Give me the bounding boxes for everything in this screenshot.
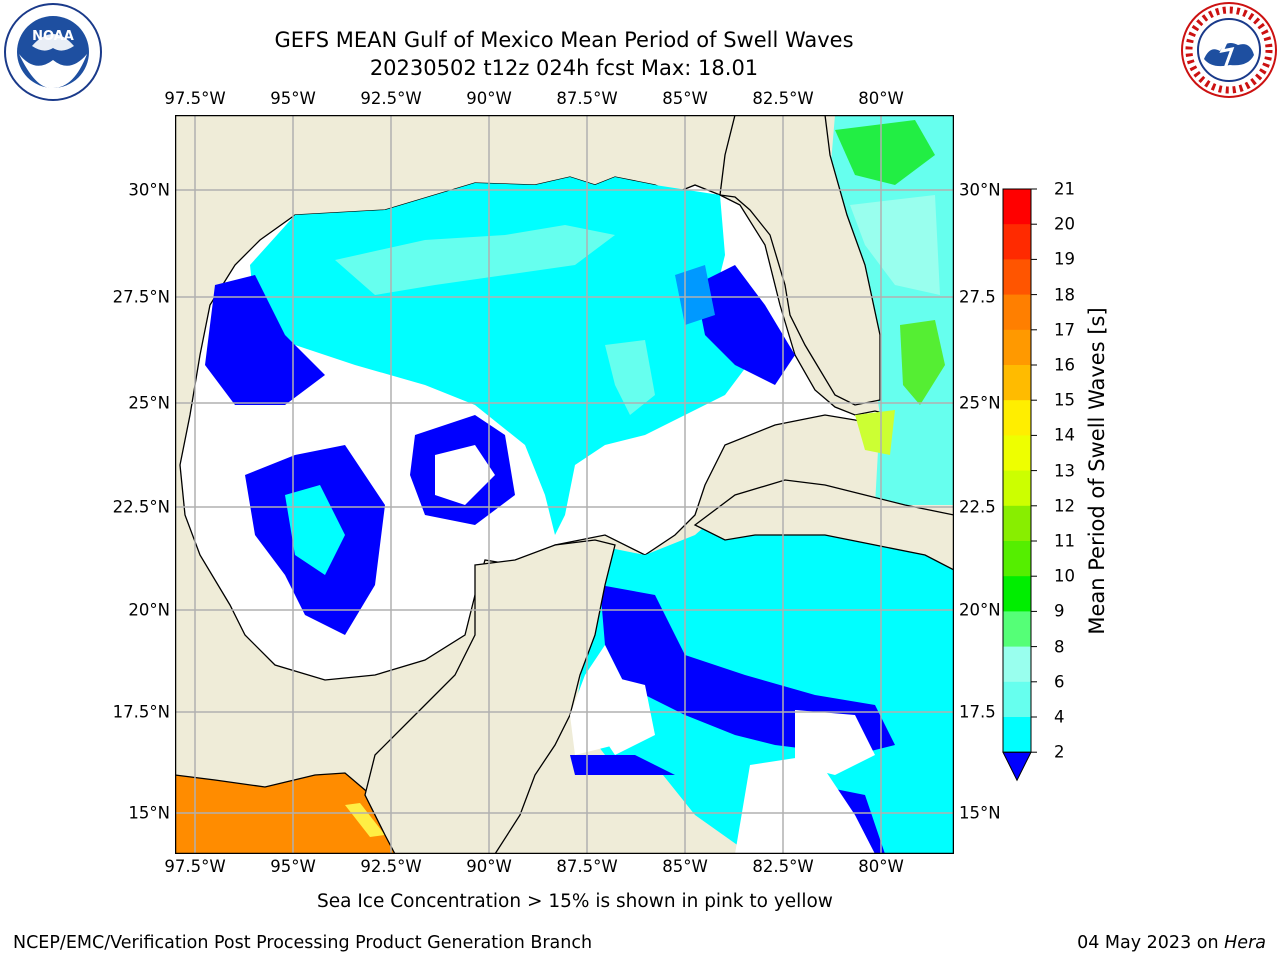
colorbar-segment [1003,294,1031,331]
lon-tick-top: 90°W [466,89,512,108]
colorbar-segment [1003,189,1031,225]
lon-tick-bottom: 87.5°W [556,857,618,876]
sea-ice-note: Sea Ice Concentration > 15% is shown in … [317,891,833,912]
colorbar-segment [1003,224,1031,260]
colorbar-tick-label: 4 [1054,707,1065,727]
svg-text:NOAA: NOAA [32,29,74,44]
lat-tick-left: 25°N [128,393,170,413]
colorbar-extension [1002,751,1032,782]
colorbar-tick-label: 9 [1054,601,1065,621]
chart-title: GEFS MEAN Gulf of Mexico Mean Period of … [274,28,854,52]
footer-host: Hera [1224,933,1266,953]
map-plot [175,115,954,854]
footer-credit: NCEP/EMC/Verification Post Processing Pr… [13,933,593,953]
lat-tick-left: 17.5°N [112,702,170,722]
noaa-logo-icon: NOAA [4,3,102,101]
colorbar-tick-label: 11 [1054,531,1075,551]
colorbar-tick-label: 2 [1054,742,1065,762]
colorbar-tick-label: 12 [1054,496,1075,516]
lat-tick-right: 17.5 [959,702,996,722]
footer-date: 04 May 2023 on Hera [1077,933,1266,953]
graticule [175,115,954,854]
lat-tick-right: 27.5 [959,287,996,307]
colorbar-segment [1003,541,1031,577]
lon-tick-bottom: 97.5°W [164,857,226,876]
colorbar-tick-label: 6 [1054,672,1065,692]
colorbar-segment [1003,611,1031,648]
colorbar-tick-label: 20 [1054,214,1075,234]
colorbar-segment [1003,576,1031,612]
colorbar-label: Mean Period of Swell Waves [s] [1085,307,1109,635]
lat-tick-left: 27.5°N [112,287,170,307]
lon-tick-bottom: 82.5°W [752,857,814,876]
colorbar-segment [1003,435,1031,472]
lat-tick-right: 25°N [959,393,1001,413]
colorbar-segment [1003,365,1031,401]
lat-tick-right: 15°N [959,803,1001,823]
colorbar-segment [1003,646,1031,683]
colorbar-segment [1003,470,1031,507]
colorbar-segment [1003,329,1031,366]
lat-tick-left: 15°N [128,803,170,823]
colorbar-segment [1003,400,1031,436]
lon-tick-top: 82.5°W [752,89,814,108]
lon-tick-top: 85°W [662,89,708,108]
colorbar-segment [1003,259,1031,296]
lat-tick-right: 20°N [959,600,1001,620]
colorbar-tick-label: 17 [1054,320,1075,340]
colorbar-tick-label: 15 [1054,390,1075,410]
colorbar-tick-label: 16 [1054,355,1075,375]
lon-tick-bottom: 80°W [858,857,904,876]
colorbar-segment [1003,681,1031,718]
colorbar-tick-label: 18 [1054,285,1075,305]
lat-tick-left: 22.5°N [112,497,170,517]
cuba [693,479,954,571]
lat-tick-left: 20°N [128,600,170,620]
lon-tick-top: 87.5°W [556,89,618,108]
colorbar-tick-label: 13 [1054,461,1075,481]
colorbar-tick-label: 19 [1054,249,1075,269]
colorbar [1002,188,1037,782]
colorbar-segment [1003,505,1031,542]
lat-tick-right: 22.5 [959,497,996,517]
lon-tick-bottom: 92.5°W [360,857,422,876]
colorbar-tick-label: 14 [1054,425,1075,445]
colorbar-tick-label: 21 [1054,179,1075,199]
colorbar-tick-label: 10 [1054,566,1075,586]
lon-tick-top: 92.5°W [360,89,422,108]
yucatan [364,539,616,854]
lon-tick-bottom: 85°W [662,857,708,876]
florida [719,115,881,406]
colorbar-tick-label: 8 [1054,637,1065,657]
nws-logo-icon [1181,2,1277,98]
lon-tick-top: 97.5°W [164,89,226,108]
map-frame [175,115,954,854]
lon-tick-top: 80°W [858,89,904,108]
chart-subtitle: 20230502 t12z 024h fcst Max: 18.01 [369,56,759,80]
lat-tick-left: 30°N [128,180,170,200]
colorbar-segment [1003,717,1031,753]
lat-tick-right: 30°N [959,180,1001,200]
lon-tick-top: 95°W [270,89,316,108]
lon-tick-bottom: 90°W [466,857,512,876]
lon-tick-bottom: 95°W [270,857,316,876]
